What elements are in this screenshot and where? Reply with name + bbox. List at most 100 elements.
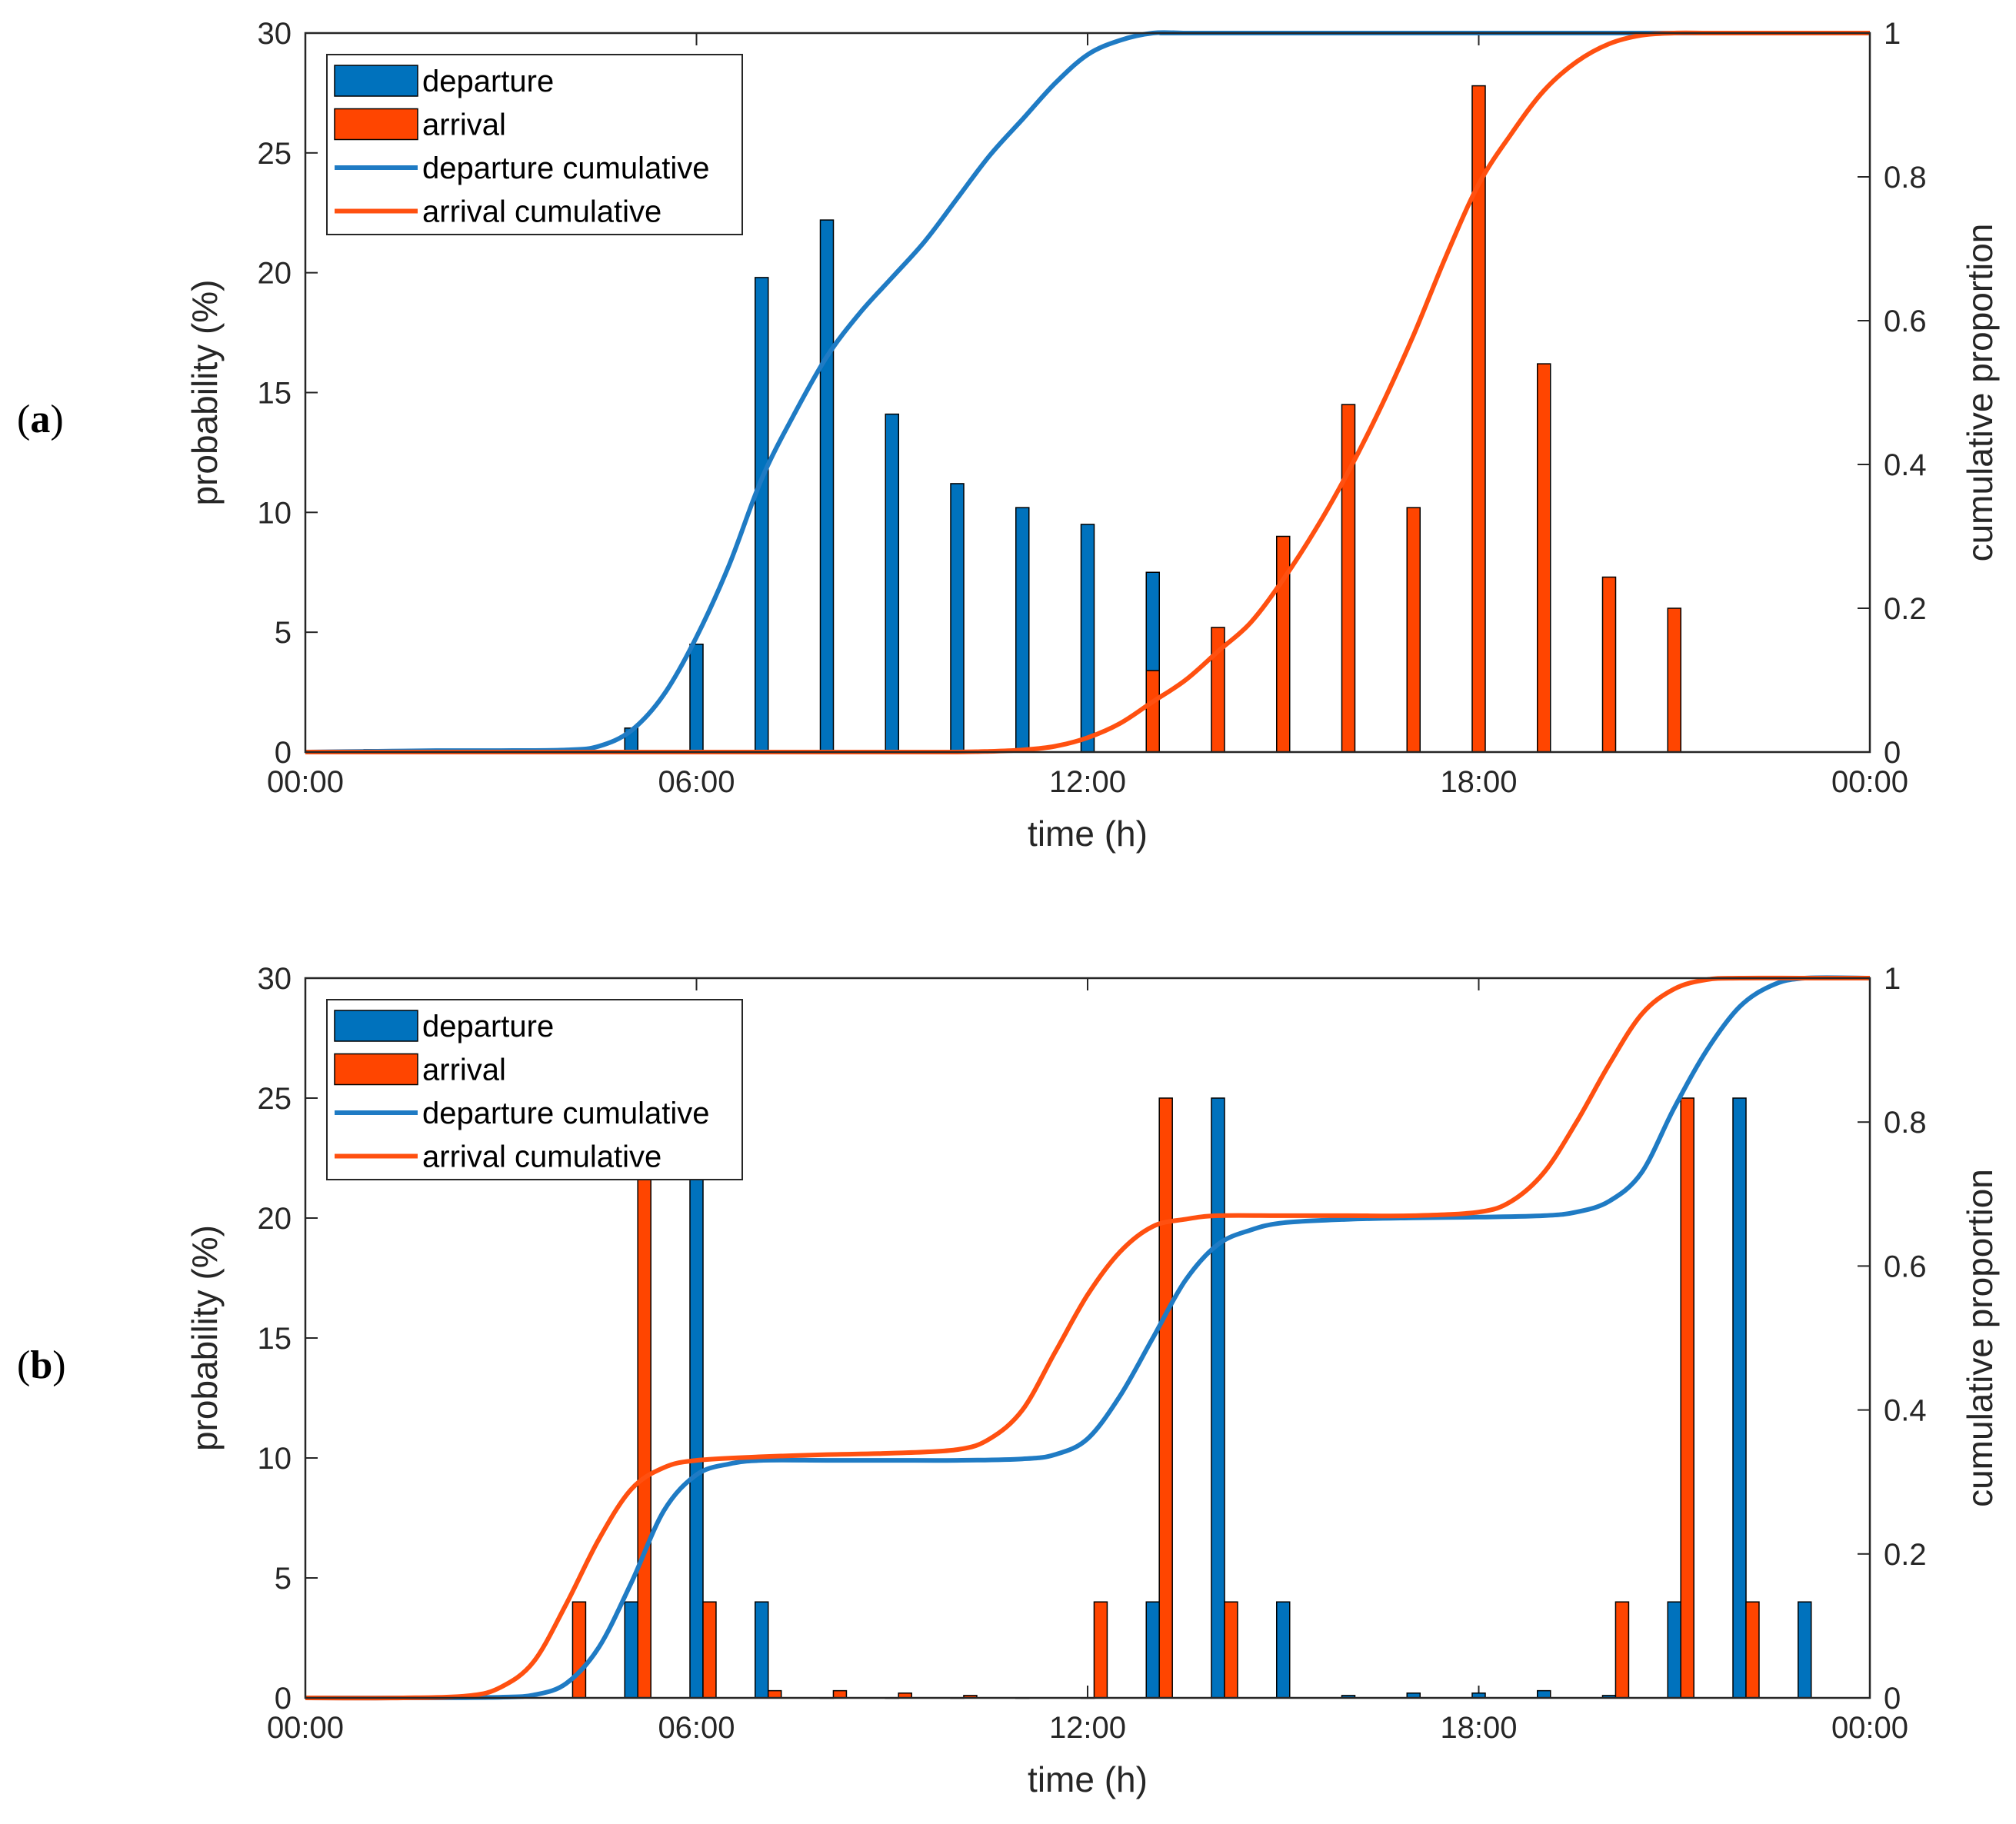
legend-entry-label: departure	[422, 1010, 554, 1043]
y2-tick-label: 0.4	[1884, 448, 1927, 482]
departure-bar	[1080, 524, 1095, 753]
y2-tick-label: 0.8	[1884, 1106, 1927, 1140]
y-tick-label: 30	[258, 962, 292, 996]
legend: departure arrival departure cumulative arri…	[326, 54, 743, 235]
y-tick-label: 0	[275, 1682, 292, 1716]
x-tick-label: 18:00	[1440, 765, 1517, 799]
arrival-bar	[1093, 1601, 1108, 1699]
departure-bar	[819, 219, 835, 753]
departure-bar	[1667, 1601, 1681, 1699]
departure-bar	[885, 413, 899, 753]
x-tick-label: 12:00	[1049, 1711, 1126, 1745]
y2-tick-label: 0.2	[1884, 1538, 1927, 1572]
arrival-bar	[1276, 535, 1291, 753]
departure-bar	[1537, 1689, 1551, 1699]
y2-tick-label: 0.4	[1884, 1394, 1927, 1428]
legend-entry-label: arrival	[422, 1053, 506, 1087]
legend-entry-label: departure cumulative	[422, 151, 710, 185]
y-tick-label: 25	[258, 1082, 292, 1116]
panel-label-close: )	[50, 398, 63, 441]
y-tick-label: 25	[258, 137, 292, 171]
y-tick-label: 20	[258, 1202, 292, 1236]
x-tick-label: 12:00	[1049, 765, 1126, 799]
y-axis-label: probability (%)	[185, 1225, 225, 1451]
arrival-cumulative-line	[305, 975, 1870, 1701]
y-tick-label: 20	[258, 257, 292, 291]
departure-bar	[624, 1601, 638, 1699]
x-tick-label: 00:00	[267, 765, 344, 799]
y-tick-label: 10	[258, 1442, 292, 1476]
departure-bar	[755, 277, 769, 753]
departure-bar	[1732, 1097, 1747, 1699]
arrival-bar	[571, 1601, 587, 1699]
x-tick-label: 00:00	[267, 1711, 344, 1745]
axes-frame	[304, 977, 1871, 1699]
panel-label: (b)	[17, 1343, 66, 1387]
arrival-bar	[1745, 1601, 1760, 1699]
arrival-bar	[1537, 363, 1551, 753]
x-tick-label: 00:00	[1831, 1711, 1908, 1745]
departure-bar	[1211, 1097, 1225, 1699]
departure-cumulative-line	[305, 975, 1871, 1701]
legend-entry-label: arrival	[422, 108, 506, 142]
departure-bar	[755, 1601, 769, 1699]
x-tick-label: 18:00	[1440, 1711, 1517, 1745]
legend-swatch-arrival	[334, 108, 418, 141]
legend-entry-label: departure cumulative	[422, 1097, 710, 1130]
y2-tick-label: 0.6	[1884, 305, 1927, 338]
y2-tick-label: 0	[1884, 1682, 1901, 1716]
legend: departure arrival departure cumulative arri…	[326, 999, 743, 1180]
departure-bar	[1798, 1601, 1812, 1699]
y-tick-label: 5	[275, 1562, 292, 1596]
y2-tick-label: 0.2	[1884, 592, 1927, 626]
x-axis-label: time (h)	[1028, 814, 1148, 854]
arrival-bar	[1145, 670, 1160, 753]
legend-entry-label: departure	[422, 65, 554, 98]
arrival-bar	[1406, 507, 1421, 753]
panel-label-open: (	[17, 398, 30, 441]
y-axis-label: probability (%)	[185, 280, 225, 506]
panel-label-open: (	[17, 1343, 30, 1387]
panel-label-letter: a	[30, 398, 50, 441]
y2-tick-label: 1	[1884, 17, 1901, 51]
arrival-bar	[1601, 576, 1617, 753]
legend-swatch-departure	[334, 65, 418, 97]
y2-axis-label: cumulative proportion	[1960, 224, 2000, 562]
panel-label-letter: b	[30, 1343, 52, 1387]
arrival-bar	[637, 1169, 651, 1699]
y2-tick-label: 0.6	[1884, 1250, 1927, 1283]
departure-bar	[950, 483, 965, 753]
arrival-bar	[1224, 1601, 1238, 1699]
arrival-bar	[1614, 1601, 1630, 1699]
legend-entry-label: arrival cumulative	[422, 1140, 661, 1174]
legend-swatch-arrival	[334, 1053, 418, 1086]
y-tick-label: 5	[275, 616, 292, 650]
arrival-bar	[1667, 607, 1681, 753]
departure-bar	[689, 1169, 704, 1699]
panel-label-close: )	[52, 1343, 65, 1387]
y2-axis-label: cumulative proportion	[1960, 1169, 2000, 1507]
legend-entry-label: arrival cumulative	[422, 195, 661, 229]
y-tick-label: 15	[258, 377, 292, 411]
arrival-bar	[832, 1689, 848, 1699]
departure-bar	[1145, 1601, 1160, 1699]
departure-bar	[1276, 1601, 1291, 1699]
x-tick-label: 00:00	[1831, 765, 1908, 799]
chart-panel-b: 00:00 06:00 12:00 18:00 00:0005101520253000.…	[17, 962, 2000, 1799]
x-tick-label: 06:00	[658, 765, 735, 799]
panel-label: (a)	[17, 398, 64, 441]
arrival-bar	[1158, 1097, 1173, 1699]
x-tick-label: 06:00	[658, 1711, 735, 1745]
departure-bar	[1015, 507, 1030, 753]
y-tick-label: 30	[258, 17, 292, 51]
arrival-bar	[1680, 1097, 1694, 1699]
axes-frame	[304, 32, 1871, 754]
y-tick-label: 10	[258, 496, 292, 530]
y-tick-label: 15	[258, 1322, 292, 1356]
y-tick-label: 0	[275, 736, 292, 770]
arrival-bar	[702, 1601, 717, 1699]
y2-tick-label: 1	[1884, 962, 1901, 996]
arrival-bar	[1341, 404, 1356, 753]
legend-swatch-departure	[334, 1010, 418, 1042]
